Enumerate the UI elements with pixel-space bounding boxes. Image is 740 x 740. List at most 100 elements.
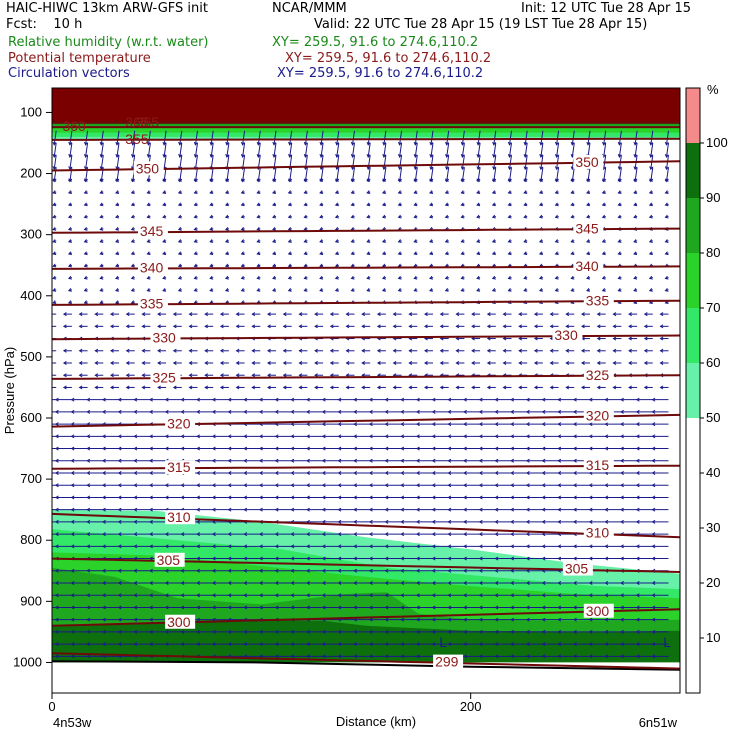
circulation-vector-head	[177, 239, 182, 243]
circulation-vector-head	[177, 263, 182, 268]
circulation-vector-head	[48, 386, 51, 389]
circulation-vector-head	[62, 385, 67, 390]
circulation-vector-head	[70, 605, 75, 610]
circulation-vector-head	[149, 642, 153, 647]
circulation-vector	[508, 130, 512, 145]
circulation-vector-head	[447, 471, 452, 475]
circulation-vector-head	[172, 385, 177, 390]
circulation-vector-head	[541, 556, 546, 561]
circulation-vector-head	[635, 422, 640, 427]
circulation-vector	[210, 142, 214, 158]
circulation-vector-head	[554, 166, 559, 171]
circulation-vector-head	[282, 385, 287, 390]
circulation-vector-head	[368, 593, 373, 598]
circulation-vector-head	[164, 629, 169, 634]
circulation-vector-head	[408, 348, 413, 353]
circulation-vector-head	[130, 251, 135, 256]
circulation-vector-head	[149, 544, 153, 549]
circulation-vector-head	[620, 556, 624, 561]
circulation-vector-head	[651, 642, 656, 647]
y-tick-label: 600	[20, 410, 42, 425]
circulation-vector-head	[196, 409, 201, 414]
circulation-vector-head	[83, 226, 88, 231]
circulation-vector-head	[510, 446, 515, 451]
circulation-vector-head	[157, 361, 161, 365]
circulation-vector-head	[146, 239, 151, 243]
circulation-vector-head	[70, 495, 75, 500]
circulation-vector-head	[99, 178, 104, 182]
circulation-vector-head	[651, 409, 656, 414]
circulation-vector-head	[628, 312, 632, 317]
circulation-vector-head	[447, 409, 452, 414]
circulation-vector-head	[54, 544, 59, 549]
circulation-vector-head	[649, 141, 654, 146]
circulation-vector-head	[384, 617, 389, 622]
circulation-vector-head	[353, 458, 358, 463]
circulation-vector-head	[219, 385, 224, 390]
circulation-vector-head	[267, 324, 271, 329]
circulation-vector-head	[334, 275, 339, 280]
circulation-vector-head	[463, 581, 467, 585]
circulation-vector-head	[651, 446, 656, 451]
circulation-vector	[650, 142, 654, 158]
colorbar-tick-label: 20	[706, 575, 720, 590]
circulation-vector-head	[539, 141, 544, 146]
circulation-vector-head	[282, 324, 287, 329]
circulation-vector-head	[604, 617, 609, 622]
circulation-vector-head	[601, 288, 606, 292]
circulation-vector-head	[256, 251, 261, 256]
circulation-vector-head	[272, 178, 277, 182]
colorbar-level-50	[686, 363, 700, 418]
circulation-vector-head	[397, 288, 402, 292]
circulation-vector-head	[117, 581, 122, 585]
circulation-vector-head	[431, 532, 436, 537]
circulation-vector-head	[588, 654, 593, 659]
circulation-vector-head	[162, 251, 167, 256]
circulation-vector-head	[353, 471, 358, 475]
x-end-location-label: 6n51w	[639, 715, 678, 730]
circulation-vector-head	[225, 154, 230, 158]
circulation-vector-head	[384, 556, 389, 561]
circulation-vector-head	[601, 178, 606, 182]
circulation-vector-head	[70, 434, 75, 439]
circulation-vector-head	[444, 214, 449, 219]
circulation-vector-head	[334, 214, 339, 219]
circulation-vector-head	[319, 251, 324, 256]
circulation-vector-head	[604, 446, 609, 451]
circulation-vector-head	[274, 605, 279, 610]
circulation-vector-head	[172, 348, 177, 353]
circulation-vector-head	[494, 471, 499, 475]
circulation-vector-head	[287, 202, 292, 207]
circulation-vector-head	[620, 397, 624, 402]
circulation-vector	[587, 130, 591, 145]
circulation-vector-head	[110, 324, 114, 329]
circulation-vector-head	[525, 471, 530, 475]
circulation-vector-head	[502, 361, 507, 365]
circulation-vector-head	[381, 202, 386, 207]
circulation-vector-head	[455, 348, 460, 353]
circulation-vector-head	[319, 141, 324, 146]
circulation-vector-head	[78, 361, 83, 365]
circulation-vector-head	[549, 348, 554, 353]
colorbar-level-90	[686, 143, 700, 198]
circulation-vector-head	[149, 629, 153, 634]
circulation-vector-head	[83, 251, 88, 256]
circulation-vector-head	[651, 507, 656, 512]
circulation-vector-head	[368, 556, 373, 561]
isentrope-label-305: 305	[157, 552, 181, 568]
circulation-vector-head	[290, 544, 295, 549]
circulation-vector-head	[193, 178, 198, 182]
circulation-vector-head	[227, 544, 232, 549]
circulation-vector-head	[54, 495, 59, 500]
circulation-vector-head	[541, 434, 546, 439]
circulation-vector-head	[256, 226, 261, 231]
circulation-vector-head	[141, 312, 146, 317]
circulation-vector	[257, 130, 261, 145]
circulation-vector	[351, 142, 355, 158]
circulation-vector-head	[648, 288, 653, 292]
circulation-vector-head	[596, 336, 601, 341]
circulation-vector-head	[416, 556, 420, 561]
circulation-vector-head	[117, 519, 122, 524]
circulation-vector-head	[651, 434, 656, 439]
colorbar-tick-label: 30	[706, 520, 720, 535]
